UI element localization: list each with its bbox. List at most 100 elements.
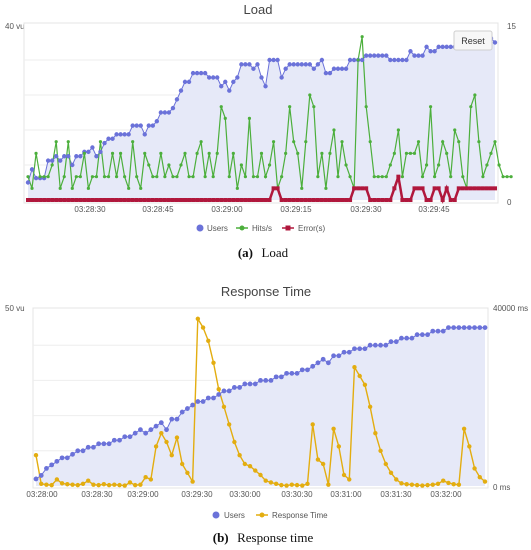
response-users-point [237,385,243,390]
reset-button-box[interactable] [453,30,493,51]
response-caption-text: Response time [237,530,313,545]
load-users-point [78,154,83,159]
load-users-point [492,40,498,45]
load-hits-point [62,175,66,179]
reset-button-label: Reset [461,36,485,46]
load-error-point [211,198,216,202]
load-users-point [416,53,421,58]
response-time-point [159,431,164,436]
load-caption-letter: (a) [238,245,253,260]
load-users-point [126,132,131,137]
response-users-point [456,325,462,330]
load-users-point [408,49,413,54]
response-users-point [164,427,169,433]
load-hits-point [159,151,163,155]
response-time-point [211,360,216,365]
load-y-right-bottom-label: 0 [507,198,512,207]
load-error-point [82,198,87,202]
load-users-point [146,123,151,128]
load-hits-point [255,175,260,179]
load-hits-point [392,151,396,155]
response-users-point [299,367,305,373]
response-time-point [305,481,310,486]
load-error-point [243,198,248,202]
response-users-point [101,441,107,447]
load-error-point [404,198,409,202]
response-time-points [33,316,488,488]
load-hits-point [151,175,155,179]
response-users-point [472,325,477,330]
load-hits-point [449,175,453,179]
response-users-point [435,328,441,334]
load-error-point [251,198,256,202]
load-users-point [420,53,425,58]
response-users-point [195,399,201,404]
response-time-point [138,482,143,487]
load-hits-point [396,128,400,132]
load-users-point [400,57,405,63]
load-users-point [388,57,393,63]
load-error-point [464,186,469,191]
load-hits-point [30,186,34,190]
load-hits-points [26,35,513,190]
load-hits-point [489,151,493,155]
response-time-point [75,482,80,488]
response-time-point [143,475,148,480]
load-users-point [138,123,143,128]
response-time-point [477,475,482,480]
load-users-point [347,57,353,63]
load-users-point [440,44,445,50]
response-time-point [289,482,295,487]
response-users-point [451,325,457,330]
response-time-point [33,453,39,458]
load-users-point [339,66,345,71]
load-error-point [215,198,220,202]
response-time-point [383,461,389,467]
load-error-point [146,198,151,202]
response-users-point [320,356,326,362]
load-hits-point [34,151,38,155]
load-error-point [307,198,312,202]
response-time-point [294,482,300,488]
load-users-point [428,49,433,54]
load-hits-point [127,186,131,190]
load-error-point [364,186,369,191]
response-time-point [200,325,206,330]
load-caption: (a) Load [238,244,289,261]
reset-button[interactable]: Reset [453,30,493,51]
load-error-point [271,186,276,191]
load-hits-point [271,140,276,144]
response-users-point [278,374,284,380]
response-users-point [409,335,415,341]
response-time-point [49,482,54,488]
load-hits-point [292,140,296,144]
load-users-point [303,62,308,67]
load-hits-point [376,175,380,179]
load-error-point [30,198,35,202]
response-users-point [294,370,300,376]
response-users-point [111,437,117,443]
load-hits-point [38,175,42,179]
load-hits-point [332,128,336,132]
load-error-point [356,186,361,191]
response-users-point [64,455,70,461]
load-error-point [38,198,43,202]
load-hits-point [320,151,324,155]
load-hits-point [280,175,284,179]
load-hits-point [227,175,231,179]
load-error-point [291,198,296,202]
load-hits-point [288,105,292,109]
response-users-point [446,325,451,330]
load-hits-point [509,175,513,179]
response-users-point [372,342,378,348]
load-hits-point [163,175,167,179]
response-users-point [200,399,206,404]
load-users-point [444,44,449,50]
load-error-point [283,198,288,202]
load-error-point [460,186,465,191]
load-hits-point [259,151,264,155]
load-error-point [331,198,336,202]
response-users-point [399,335,404,341]
load-error-point [279,198,284,202]
response-users-point [190,402,196,408]
